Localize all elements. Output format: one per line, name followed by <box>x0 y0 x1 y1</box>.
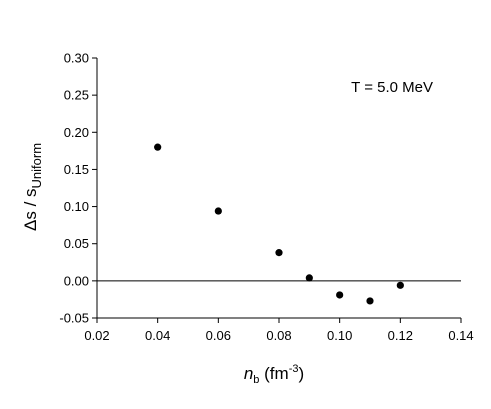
x-axis-subscript: b <box>253 374 259 386</box>
y-axis-label-main: Δs / s <box>21 188 40 231</box>
data-point <box>336 291 344 299</box>
x-tick-label: 0.12 <box>388 328 413 343</box>
data-point <box>305 274 313 282</box>
y-tick-label: 0.05 <box>64 236 89 251</box>
y-axis-ticks: -0.05 0.00 0.05 0.10 0.15 0.20 0.25 0.30 <box>59 51 97 326</box>
x-axis-unit: (fm <box>259 364 288 383</box>
y-axis-label-subscript: Uniform <box>29 143 44 189</box>
data-point <box>214 207 222 215</box>
x-axis-symbol: n <box>244 364 253 383</box>
plot-area-frame <box>96 58 461 319</box>
y-tick-label: 0.25 <box>64 88 89 103</box>
data-point <box>366 297 374 305</box>
data-points <box>154 143 404 305</box>
data-point <box>154 143 162 151</box>
data-point <box>275 249 283 257</box>
x-tick-label: 0.04 <box>145 328 170 343</box>
y-tick-label: 0.00 <box>64 273 89 288</box>
x-axis-unit-exponent: -3 <box>289 363 299 375</box>
y-tick-label: 0.15 <box>64 162 89 177</box>
x-tick-label: 0.02 <box>84 328 109 343</box>
temperature-annotation: T = 5.0 MeV <box>351 79 433 96</box>
x-tick-label: 0.06 <box>206 328 231 343</box>
x-axis-title: nb (fm-3) <box>244 363 304 386</box>
data-point <box>396 281 404 289</box>
y-tick-label: 0.10 <box>64 199 89 214</box>
y-tick-label: 0.30 <box>64 51 89 66</box>
x-axis-ticks: 0.02 0.04 0.06 0.08 0.10 0.12 0.14 <box>84 318 474 343</box>
y-tick-label: -0.05 <box>59 311 89 326</box>
x-axis-unit-close: ) <box>298 364 304 383</box>
y-tick-label: 0.20 <box>64 125 89 140</box>
x-tick-label: 0.10 <box>327 328 352 343</box>
x-tick-label: 0.14 <box>448 328 473 343</box>
x-tick-label: 0.08 <box>266 328 291 343</box>
y-axis-title: Δs / sUniform <box>21 143 44 231</box>
